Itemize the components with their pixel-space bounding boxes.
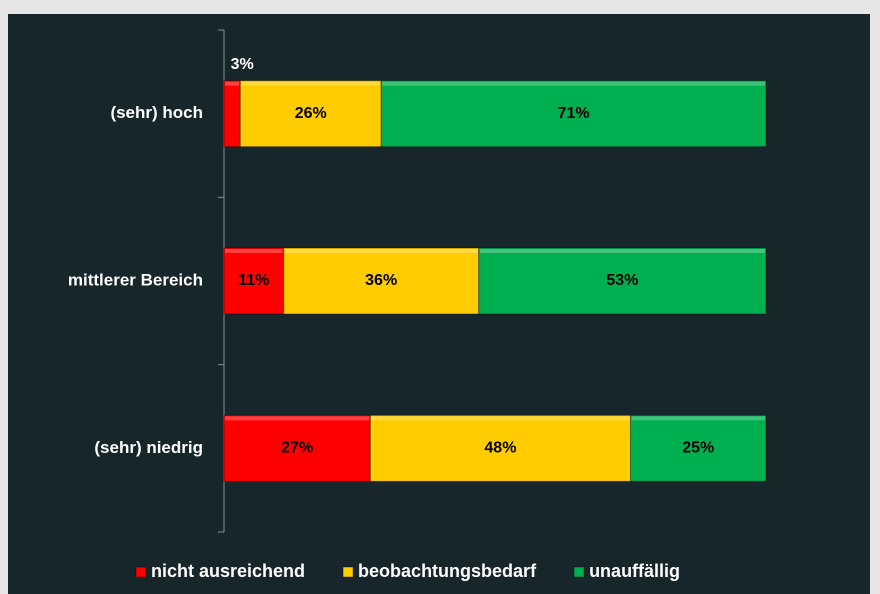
data-label: 27% xyxy=(281,440,313,457)
bar-segment xyxy=(380,80,767,148)
data-label: 26% xyxy=(295,105,327,122)
data-label: 71% xyxy=(558,105,590,122)
legend-swatch xyxy=(573,566,585,578)
legend-label: nicht ausreichend xyxy=(151,561,305,581)
bar-highlight xyxy=(225,416,370,421)
bar-highlight xyxy=(241,81,381,86)
bar-highlight xyxy=(371,416,630,421)
data-label: 36% xyxy=(365,272,397,289)
data-label: 25% xyxy=(682,440,714,457)
data-label: 53% xyxy=(606,272,638,289)
category-label: (sehr) hoch xyxy=(110,103,203,122)
bar-highlight xyxy=(284,249,478,253)
category-label: (sehr) niedrig xyxy=(94,438,203,457)
bar-highlight xyxy=(225,249,283,253)
bar-segment xyxy=(223,80,241,148)
bar-segment xyxy=(630,414,767,482)
bar-segment xyxy=(283,247,480,315)
legend-swatch xyxy=(342,566,354,578)
bar-segment xyxy=(223,414,371,482)
legend-label: unauffällig xyxy=(589,561,680,581)
legend-label: beobachtungsbedarf xyxy=(358,561,537,581)
bar-segment xyxy=(239,80,382,148)
bar-segment xyxy=(369,414,631,482)
category-label: mittlerer Bereich xyxy=(68,270,203,289)
data-label: 11% xyxy=(238,272,269,289)
data-label: 48% xyxy=(484,440,516,457)
data-label: 3% xyxy=(231,56,254,73)
bar-highlight xyxy=(479,249,765,253)
bar-highlight xyxy=(225,81,240,86)
bar-highlight xyxy=(631,416,765,421)
legend-swatch xyxy=(135,566,147,578)
bar-segment xyxy=(478,247,767,315)
bar-highlight xyxy=(382,81,765,86)
